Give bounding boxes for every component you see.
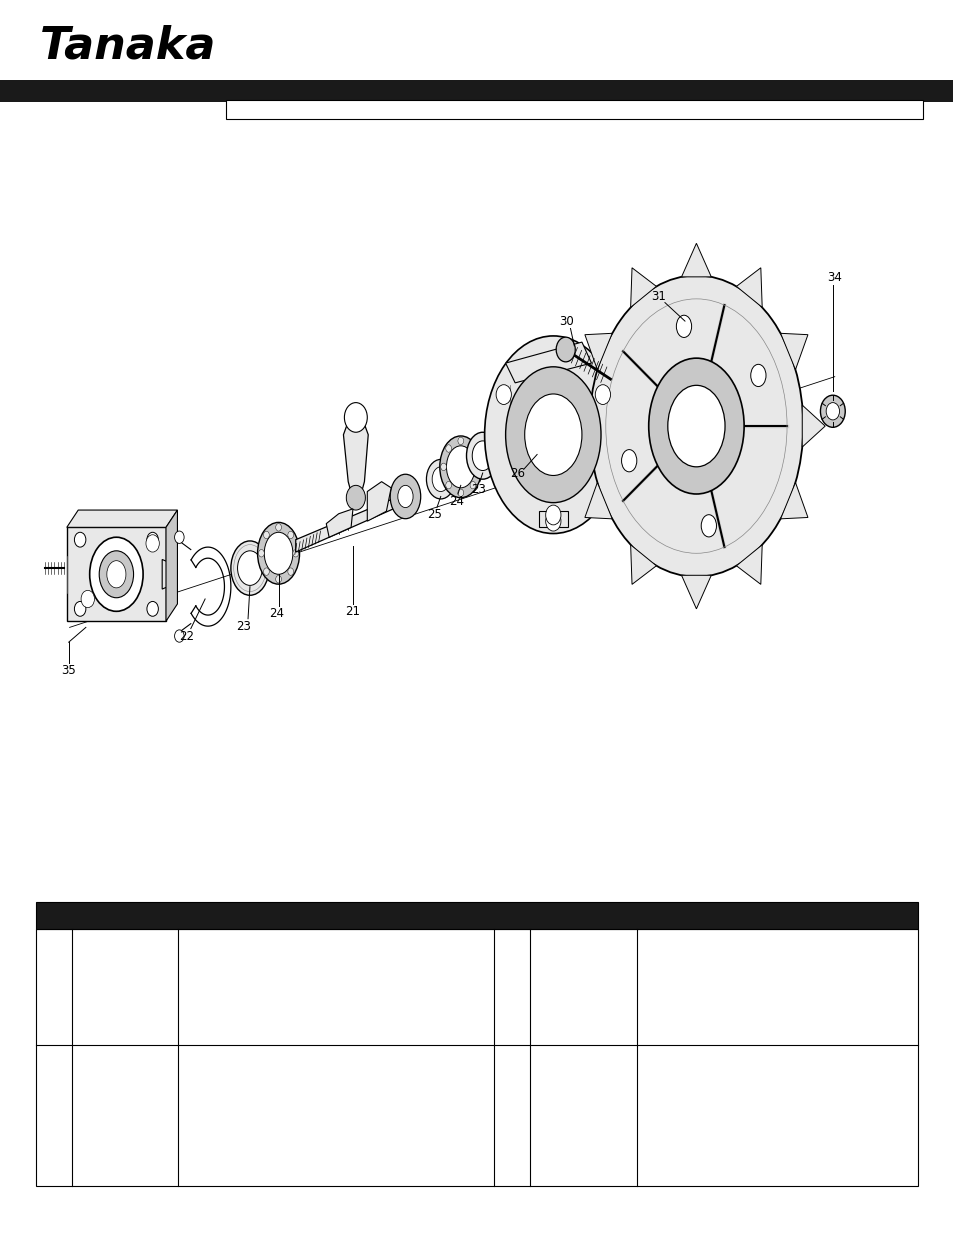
- Polygon shape: [680, 243, 711, 277]
- Ellipse shape: [174, 531, 184, 543]
- Ellipse shape: [426, 459, 455, 499]
- Ellipse shape: [676, 315, 691, 337]
- Ellipse shape: [293, 550, 298, 557]
- Ellipse shape: [147, 532, 158, 547]
- Ellipse shape: [275, 576, 281, 583]
- Ellipse shape: [263, 531, 269, 538]
- Ellipse shape: [146, 535, 159, 552]
- Ellipse shape: [820, 395, 844, 427]
- Ellipse shape: [344, 403, 367, 432]
- Ellipse shape: [457, 489, 463, 496]
- Ellipse shape: [90, 537, 143, 611]
- Text: 31: 31: [650, 290, 665, 303]
- Polygon shape: [584, 483, 612, 519]
- Text: 35: 35: [61, 664, 76, 677]
- Ellipse shape: [545, 511, 560, 531]
- Text: 22: 22: [179, 630, 194, 642]
- Polygon shape: [67, 510, 177, 527]
- Ellipse shape: [446, 446, 475, 488]
- Text: ®: ®: [186, 48, 195, 58]
- Ellipse shape: [81, 590, 94, 608]
- Ellipse shape: [589, 275, 802, 577]
- Ellipse shape: [107, 561, 126, 588]
- Text: 25: 25: [427, 509, 442, 521]
- Polygon shape: [630, 268, 656, 308]
- Bar: [36, 929, 917, 1186]
- Text: 24: 24: [449, 495, 464, 508]
- Text: 23: 23: [471, 483, 486, 495]
- Ellipse shape: [147, 601, 158, 616]
- Bar: [0, 80, 953, 103]
- Polygon shape: [367, 482, 391, 521]
- Ellipse shape: [750, 364, 765, 387]
- Ellipse shape: [432, 467, 449, 492]
- Ellipse shape: [257, 522, 299, 584]
- Ellipse shape: [621, 450, 637, 472]
- Polygon shape: [780, 333, 807, 369]
- Ellipse shape: [484, 336, 621, 534]
- Ellipse shape: [346, 485, 365, 510]
- Ellipse shape: [505, 367, 600, 503]
- Polygon shape: [67, 527, 166, 621]
- Ellipse shape: [288, 568, 294, 576]
- Polygon shape: [584, 333, 612, 369]
- Polygon shape: [295, 492, 410, 552]
- Text: 24: 24: [269, 608, 284, 620]
- Ellipse shape: [475, 463, 480, 471]
- Ellipse shape: [700, 515, 716, 537]
- Ellipse shape: [275, 524, 281, 531]
- Ellipse shape: [470, 482, 476, 489]
- Ellipse shape: [231, 541, 269, 595]
- Ellipse shape: [556, 337, 575, 362]
- Bar: [36, 902, 917, 929]
- Polygon shape: [680, 576, 711, 609]
- Ellipse shape: [263, 568, 269, 576]
- Ellipse shape: [595, 385, 610, 405]
- Ellipse shape: [466, 432, 498, 479]
- Polygon shape: [326, 509, 353, 537]
- Ellipse shape: [439, 436, 481, 498]
- Polygon shape: [567, 405, 590, 447]
- Ellipse shape: [825, 403, 839, 420]
- Ellipse shape: [472, 441, 493, 471]
- Ellipse shape: [258, 550, 264, 557]
- Ellipse shape: [470, 445, 476, 452]
- Ellipse shape: [264, 532, 293, 574]
- Ellipse shape: [496, 385, 511, 405]
- Ellipse shape: [174, 630, 184, 642]
- Text: 34: 34: [826, 272, 841, 284]
- Ellipse shape: [74, 601, 86, 616]
- Polygon shape: [736, 545, 761, 584]
- Polygon shape: [780, 483, 807, 519]
- Ellipse shape: [445, 482, 451, 489]
- Text: Tanaka: Tanaka: [40, 25, 216, 67]
- Ellipse shape: [390, 474, 420, 519]
- Text: 21: 21: [345, 605, 360, 618]
- Polygon shape: [538, 511, 567, 527]
- Ellipse shape: [397, 485, 413, 508]
- Polygon shape: [801, 405, 824, 447]
- Polygon shape: [736, 268, 761, 308]
- Text: 30: 30: [558, 315, 574, 327]
- Text: 26: 26: [510, 467, 525, 479]
- Ellipse shape: [74, 532, 86, 547]
- Bar: [226, 100, 922, 119]
- Ellipse shape: [288, 531, 294, 538]
- Polygon shape: [505, 342, 591, 383]
- Polygon shape: [630, 545, 656, 584]
- Polygon shape: [615, 410, 631, 459]
- Ellipse shape: [445, 445, 451, 452]
- Text: 23: 23: [235, 620, 251, 632]
- Ellipse shape: [99, 551, 133, 598]
- Polygon shape: [343, 414, 368, 506]
- Ellipse shape: [440, 463, 446, 471]
- Polygon shape: [162, 559, 173, 589]
- Ellipse shape: [648, 358, 743, 494]
- Ellipse shape: [524, 394, 581, 475]
- Ellipse shape: [457, 437, 463, 445]
- Polygon shape: [166, 510, 177, 621]
- Ellipse shape: [667, 385, 724, 467]
- Ellipse shape: [237, 551, 262, 585]
- Ellipse shape: [545, 505, 560, 525]
